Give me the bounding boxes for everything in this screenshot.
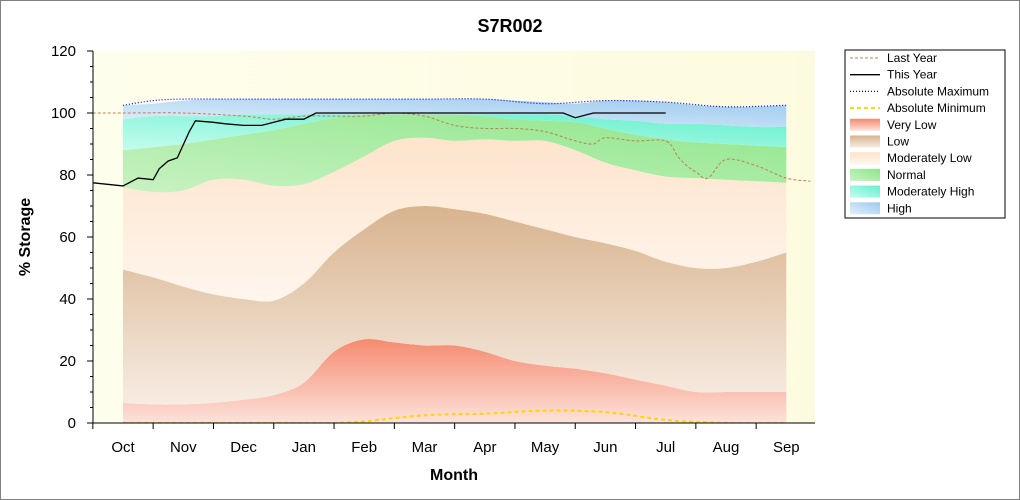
y-ticks: 0 20 40 60 80 100 120 [51, 43, 93, 432]
band-moderately-high [123, 114, 787, 151]
x-tick-label: Aug [713, 439, 740, 456]
y-tick-label: 0 [68, 415, 76, 432]
y-tick-label: 40 [59, 291, 76, 308]
x-tick-label: Feb [351, 439, 377, 456]
absolute-maximum-line [122, 98, 787, 108]
legend-label-high: High [887, 201, 912, 215]
legend-swatch-normal [850, 168, 880, 181]
legend-label-very-low: Very Low [887, 118, 937, 132]
y-axis-label: % Storage [17, 198, 34, 276]
legend-swatch-moderately-high [850, 185, 880, 198]
legend: Last Year This Year Absolute Maximum Absolu… [844, 49, 1006, 219]
band-very-low [123, 338, 787, 423]
x-tick-label: Apr [473, 439, 496, 456]
x-tick-label: Nov [170, 439, 197, 456]
band-moderately-low [123, 137, 787, 302]
x-tick-label: Dec [230, 439, 257, 456]
y-tick-label: 60 [59, 229, 76, 246]
band-low [123, 205, 787, 405]
legend-label-last-year: Last Year [887, 51, 937, 65]
series-lines [93, 98, 811, 423]
x-tick-label: Mar [412, 439, 438, 456]
x-tick-label: May [531, 439, 560, 456]
x-axis-label: Month [430, 467, 478, 484]
x-tick-label: Jun [593, 439, 617, 456]
legend-label-moderately-low: Moderately Low [887, 151, 972, 165]
legend-label-normal: Normal [887, 168, 926, 182]
legend-label-moderately-high: Moderately High [887, 185, 974, 199]
x-ticks: Oct Nov Dec Jan Feb Mar Apr May Jun Jul Aug Sep [92, 423, 800, 456]
legend-label-low: Low [887, 135, 909, 149]
x-tick-label: Jul [656, 439, 675, 456]
legend-label-absolute-minimum: Absolute Minimum [887, 101, 986, 115]
last-year-line [93, 112, 811, 182]
range-bands [123, 98, 787, 423]
y-tick-label: 80 [59, 167, 76, 184]
y-tick-label: 120 [51, 43, 76, 60]
legend-label-absolute-maximum: Absolute Maximum [887, 84, 989, 98]
y-tick-label: 100 [51, 105, 76, 122]
chart-title: S7R002 [477, 16, 542, 36]
absolute-minimum-line [123, 409, 787, 423]
legend-swatch-moderately-low [850, 152, 880, 165]
x-tick-label: Oct [111, 439, 135, 456]
legend-swatch-very-low [850, 118, 880, 131]
legend-swatch-high [850, 202, 880, 215]
x-tick-label: Jan [292, 439, 316, 456]
y-tick-label: 20 [59, 353, 76, 370]
this-year-line [93, 112, 666, 187]
x-tick-label: Sep [773, 439, 800, 456]
band-normal [123, 114, 787, 193]
legend-swatch-low [850, 135, 880, 148]
legend-label-this-year: This Year [887, 68, 937, 82]
